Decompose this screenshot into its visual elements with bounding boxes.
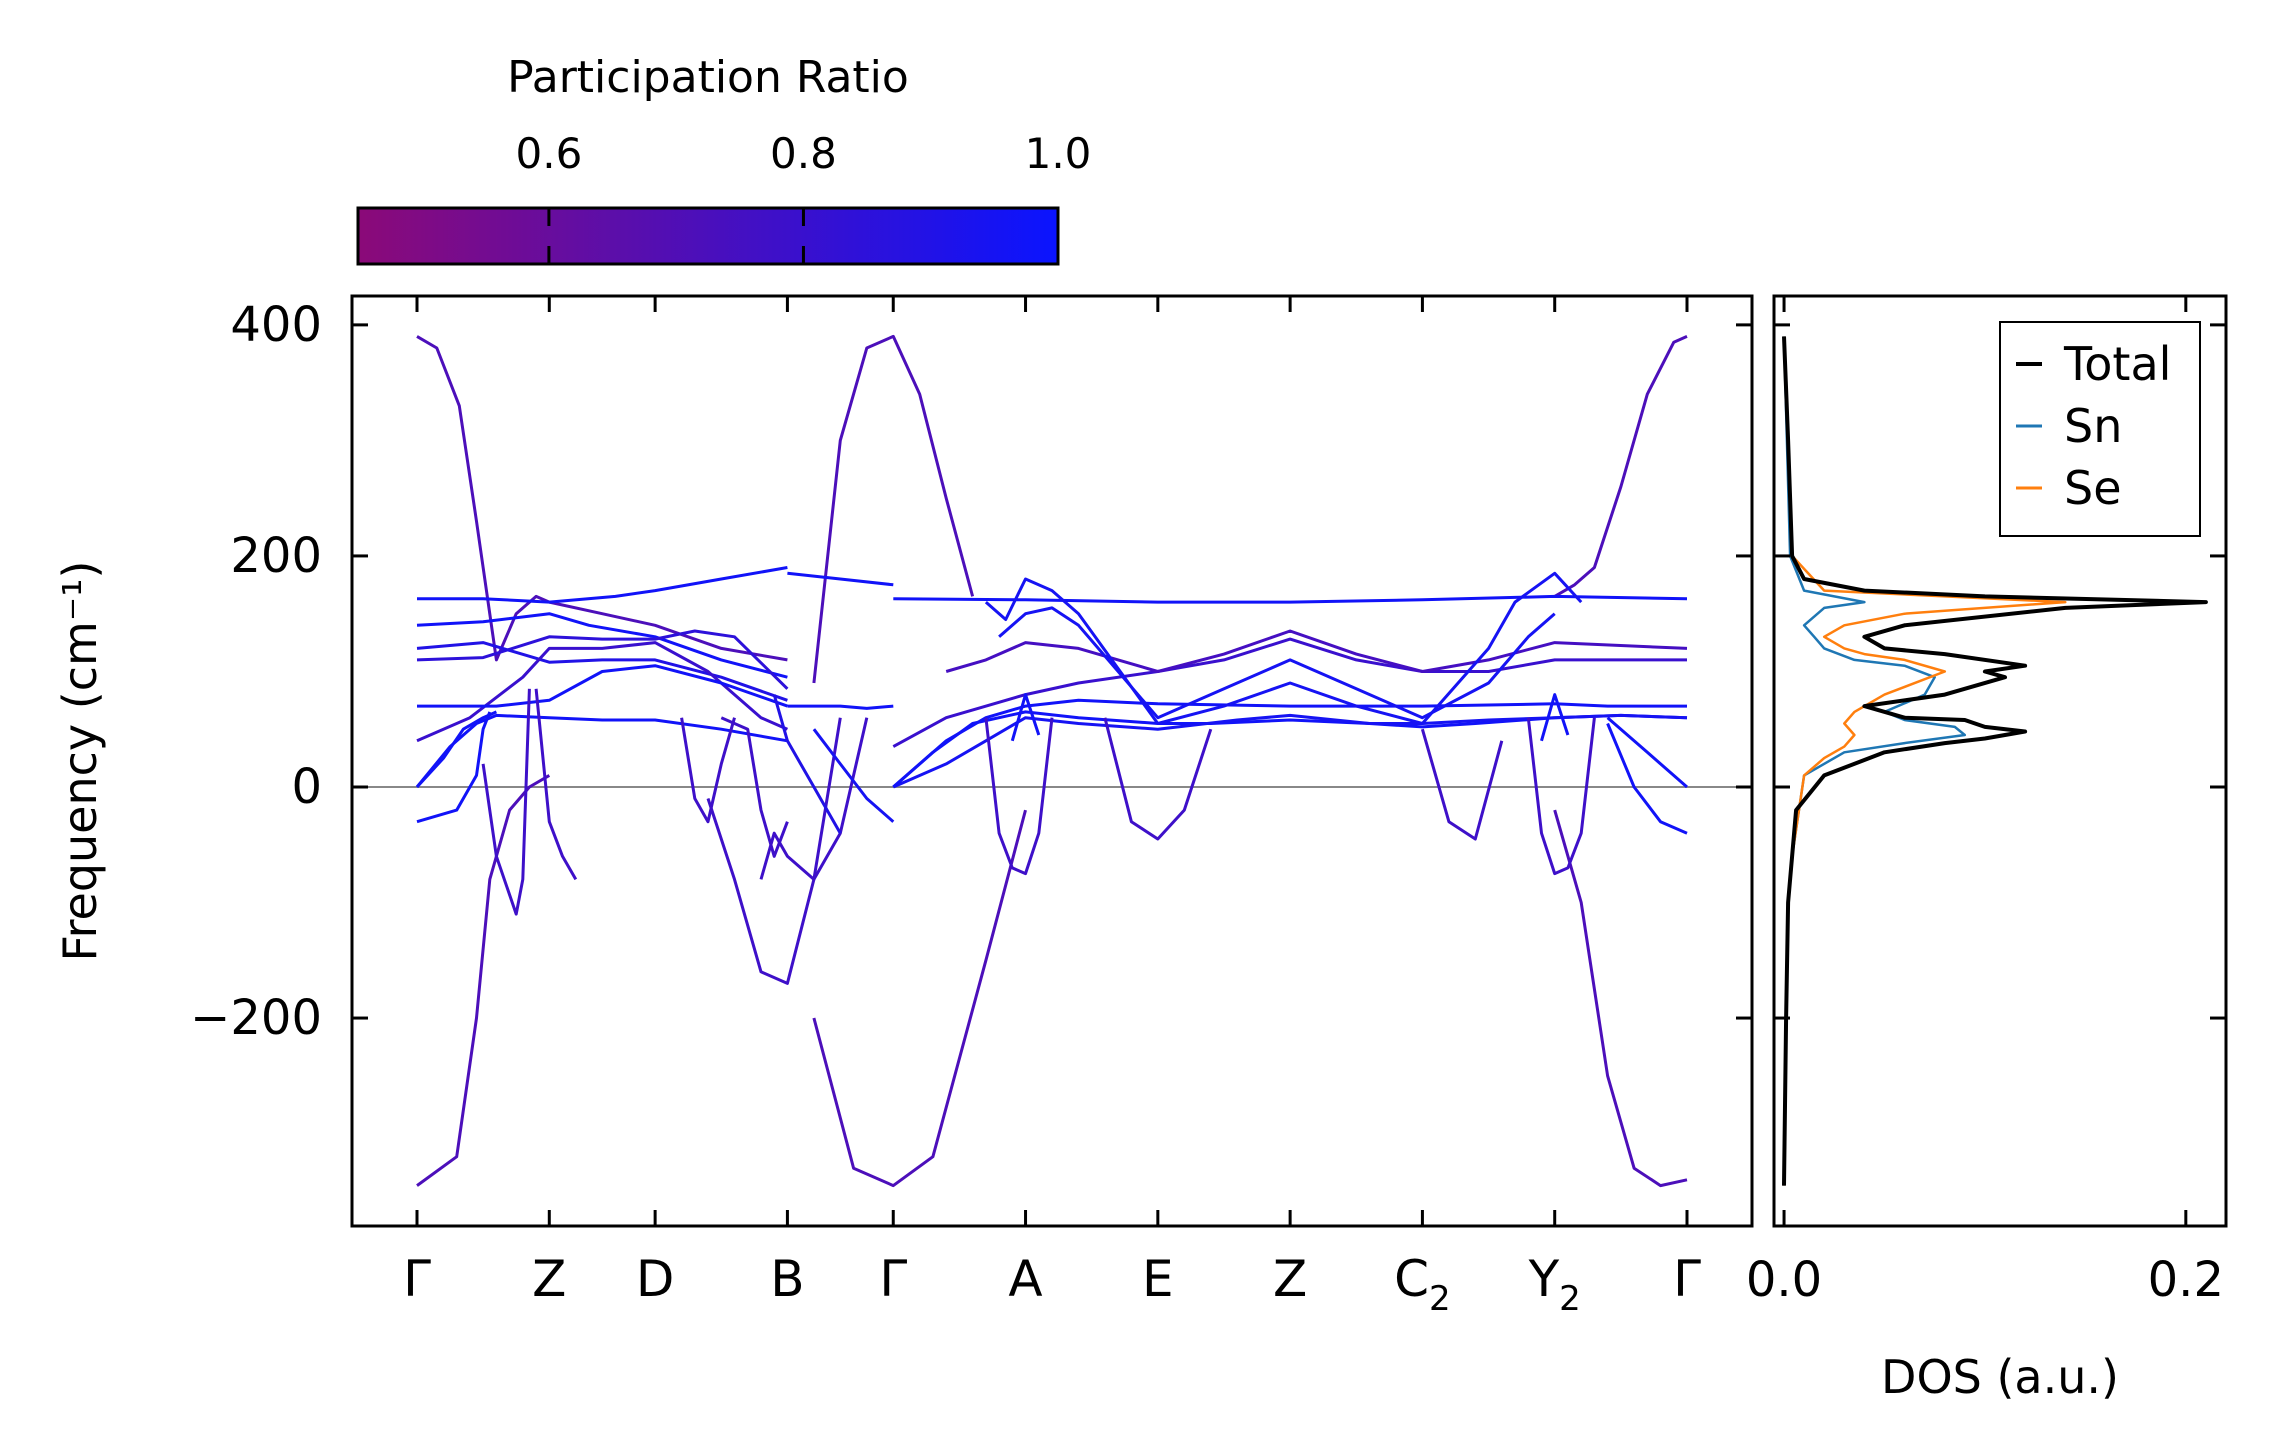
phonon-band: [893, 594, 1688, 604]
phonon-band: [416, 641, 788, 702]
phonon-band: [1010, 693, 1041, 742]
high-symmetry-label: Γ: [403, 1250, 431, 1308]
phonon-band: [812, 809, 1027, 1188]
phonon-band: [984, 717, 1054, 876]
phonon-band: [892, 698, 1687, 789]
phonon-band: [548, 600, 788, 662]
band-plot-frame: [350, 294, 1754, 1228]
dos-axis-ticks: 0.0 0.2: [1746, 296, 2226, 1308]
phonon-band: [1606, 722, 1688, 835]
dos-x-axis-label: DOS (a.u.): [1881, 1350, 2119, 1404]
phonon-band: [416, 629, 789, 690]
band-lines: [415, 334, 1688, 1188]
phonon-band: [812, 334, 975, 684]
high-symmetry-label: Γ: [1673, 1250, 1701, 1308]
high-symmetry-subscript: 2: [1429, 1279, 1451, 1319]
high-symmetry-subscript: 2: [1559, 1279, 1581, 1319]
legend-box: [1999, 321, 2201, 537]
colorbar-title: Participation Ratio: [507, 52, 909, 103]
phonon-band: [481, 688, 531, 916]
colorbar-tick-label: 1.0: [1025, 129, 1092, 178]
phonon-band: [416, 612, 788, 679]
high-symmetry-label: C2: [1394, 1250, 1451, 1319]
high-symmetry-label: D: [636, 1250, 675, 1308]
phonon-band: [416, 774, 551, 1187]
high-symmetry-label: A: [1008, 1250, 1042, 1308]
y-tick-label: 400: [230, 297, 322, 353]
phonon-band: [892, 713, 1688, 789]
band-axis-ticks: −200 0 200 400 Γ Z D B Γ A E Z C2 Y2 Γ: [190, 296, 1752, 1319]
y-tick-label: −200: [190, 990, 322, 1046]
dos-legend: Total Sn Se: [1999, 321, 2201, 537]
phonon-band: [1553, 335, 1688, 598]
colorbar-ticks: 0.6 0.8 1.0: [516, 129, 1092, 264]
phonon-band: [998, 606, 1556, 720]
y-axis-label: Frequency (cm⁻¹): [53, 561, 107, 962]
phonon-band: [984, 571, 1583, 725]
phonon-band: [415, 713, 788, 788]
phonon-band: [1553, 809, 1688, 1188]
phonon-band: [1540, 693, 1570, 742]
phonon-band: [812, 728, 895, 823]
phonon-band: [945, 629, 1688, 673]
phonon-band: [720, 716, 789, 858]
phonon-band: [417, 664, 788, 708]
legend-label-total: Total: [2063, 337, 2171, 391]
dos-panel: 0.0 0.2 DOS (a.u.) Total Sn Se: [1746, 294, 2228, 1404]
phonon-band: [1420, 728, 1504, 841]
high-symmetry-label: Z: [1273, 1250, 1307, 1308]
phonon-band: [787, 571, 894, 587]
legend-label-se: Se: [2064, 461, 2122, 515]
phonon-band: [1606, 716, 1688, 789]
high-symmetry-label: Z: [532, 1250, 566, 1308]
phonon-band: [416, 641, 788, 743]
high-symmetry-label: Y2: [1528, 1250, 1581, 1319]
phonon-band: [772, 694, 842, 834]
phonon-band: [1526, 717, 1596, 876]
phonon-band: [1103, 717, 1213, 841]
dos-lines: [1782, 336, 2208, 1186]
phonon-band: [417, 566, 788, 604]
dos-series-total: [1782, 336, 2208, 1186]
y-tick-label: 0: [291, 759, 322, 815]
colorbar: Participation Ratio 0.6 0.8 1.0: [356, 52, 1092, 266]
dos-plot-frame: [1772, 294, 2228, 1228]
y-tick-label: 200: [230, 528, 322, 584]
phonon-band: [787, 704, 894, 710]
phonon-band: [759, 717, 869, 881]
colorbar-gradient: [356, 206, 1060, 266]
colorbar-tick-label: 0.8: [770, 129, 837, 178]
phonon-band: [706, 717, 842, 985]
phonon-band: [534, 688, 578, 881]
high-symmetry-label: B: [770, 1250, 804, 1308]
band-structure-panel: −200 0 200 400 Γ Z D B Γ A E Z C2 Y2 Γ Frequency (cm⁻¹…: [53, 294, 1754, 1319]
phonon-band: [892, 710, 1688, 789]
dos-x-tick-label: 0.0: [1746, 1252, 1822, 1308]
legend-label-sn: Sn: [2064, 399, 2122, 453]
colorbar-tick-label: 0.6: [516, 129, 583, 178]
high-symmetry-label: E: [1142, 1250, 1174, 1308]
dos-series-sn: [1782, 336, 1967, 1186]
dos-x-tick-label: 0.2: [2148, 1252, 2224, 1308]
phonon-band: [416, 711, 492, 824]
high-symmetry-label: Γ: [879, 1250, 907, 1308]
phonon-band: [680, 717, 736, 824]
phonon-band: [416, 335, 550, 662]
